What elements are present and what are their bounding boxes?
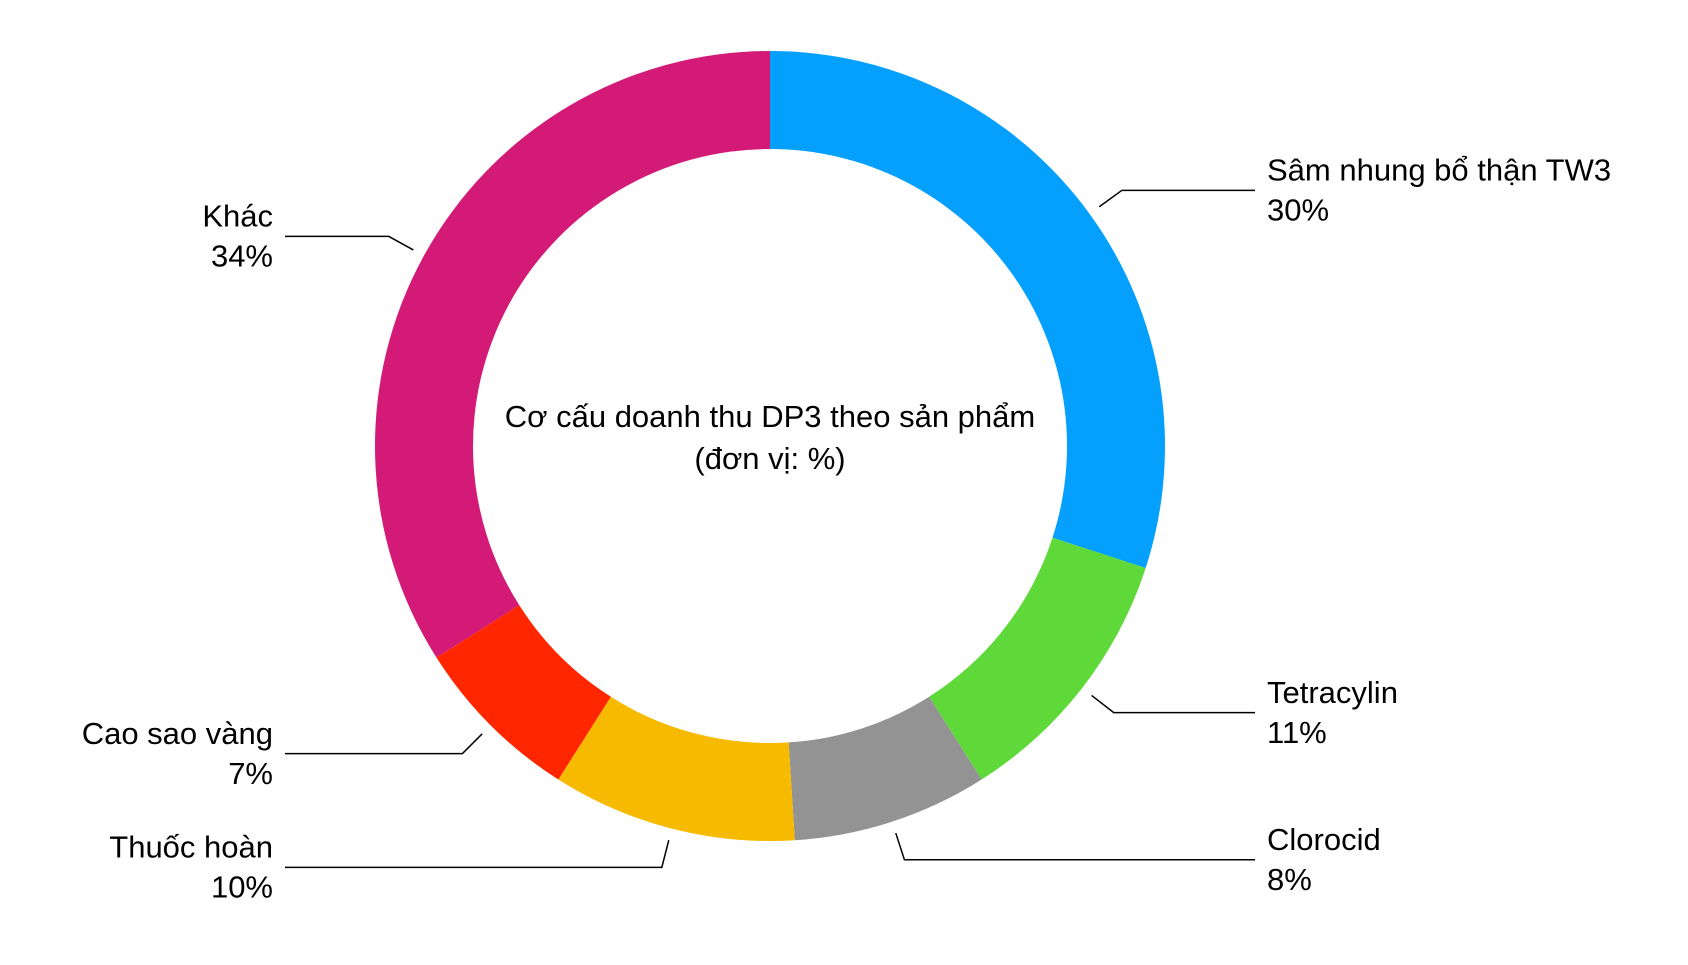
slice-label: Sâm nhung bổ thận TW3 xyxy=(1267,153,1611,188)
leader-line xyxy=(285,840,670,869)
slice-label: Khác xyxy=(202,199,273,234)
chart-title: Cơ cấu doanh thu DP3 theo sản phẩm (đơn … xyxy=(504,399,1036,476)
leader-line xyxy=(1098,189,1255,208)
value-label: 10% xyxy=(211,870,273,905)
slice xyxy=(929,537,1146,780)
slice-label: Tetracylin xyxy=(1267,675,1398,710)
leader-line xyxy=(895,832,1255,861)
slice-label: Clorocid xyxy=(1267,822,1381,857)
value-label: 7% xyxy=(228,756,273,791)
leader-line xyxy=(1091,694,1255,714)
slice xyxy=(375,51,770,658)
value-label: 8% xyxy=(1267,862,1312,897)
slice xyxy=(436,605,611,780)
leader-line xyxy=(285,733,483,755)
leader-line xyxy=(285,235,414,251)
slice xyxy=(558,696,795,841)
value-label: 34% xyxy=(211,239,273,274)
slice-label: Thuốc hoàn xyxy=(109,830,273,865)
slice xyxy=(788,696,982,841)
value-label: 30% xyxy=(1267,193,1329,228)
slice xyxy=(770,51,1165,569)
slice-label: Cao sao vàng xyxy=(82,716,273,751)
value-label: 11% xyxy=(1267,715,1327,750)
